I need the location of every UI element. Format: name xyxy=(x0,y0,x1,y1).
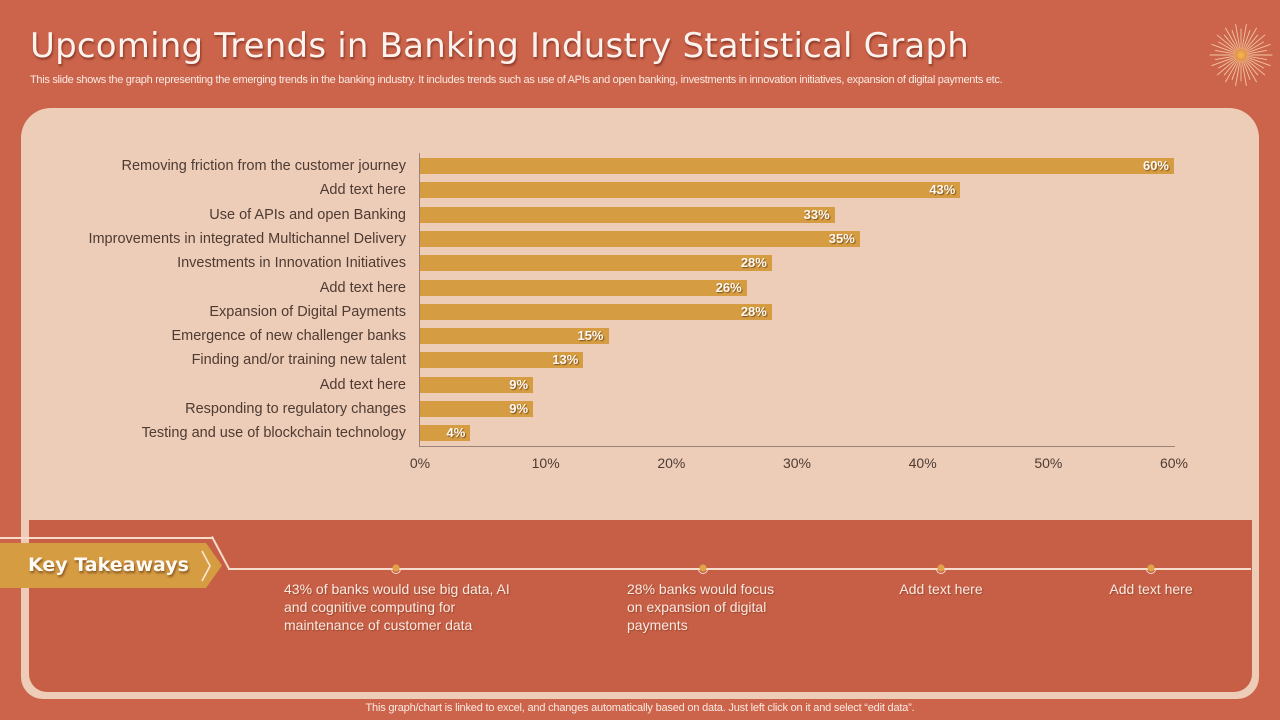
category-label: Emergence of new challenger banks xyxy=(171,328,406,345)
category-label: Add text here xyxy=(319,279,406,296)
bar-value-label: 33% xyxy=(803,206,830,222)
page-title: Upcoming Trends in Banking Industry Stat… xyxy=(30,26,969,66)
bar[interactable]: 60% xyxy=(420,158,1174,174)
bar[interactable]: 33% xyxy=(420,206,835,223)
x-tick-label: 50% xyxy=(1034,455,1063,471)
timeline-line-left xyxy=(0,537,212,539)
x-tick-label: 10% xyxy=(531,455,560,471)
timeline-line xyxy=(228,568,1251,570)
bar[interactable]: 28% xyxy=(420,255,772,272)
x-tick-label: 40% xyxy=(908,455,937,471)
key-takeaways-banner xyxy=(0,543,222,588)
timeline-dot-icon xyxy=(1146,564,1156,574)
takeaway-item-text: 28% banks would focus on expansion of di… xyxy=(627,581,775,633)
bar-value-label: 13% xyxy=(552,352,579,368)
category-label: Add text here xyxy=(319,182,406,199)
bar-value-label: 43% xyxy=(929,182,956,198)
bar-value-label: 60% xyxy=(1142,158,1169,173)
sun-burst-icon xyxy=(1209,24,1273,86)
bar-chart[interactable]: Removing friction from the customer jour… xyxy=(0,0,1280,520)
bar-value-label: 35% xyxy=(828,230,855,246)
x-tick-label: 60% xyxy=(1159,455,1189,471)
bar-value-label: 9% xyxy=(509,376,529,392)
key-takeaways-label: Key Takeaways xyxy=(28,554,189,576)
category-label: Testing and use of blockchain technology xyxy=(141,425,406,442)
bar-value-label: 15% xyxy=(577,328,604,344)
bar[interactable]: 26% xyxy=(420,279,747,296)
page-subtitle: This slide shows the graph representing … xyxy=(30,74,1003,86)
x-tick-label: 30% xyxy=(782,455,812,471)
category-label: Add text here xyxy=(319,376,406,393)
x-axis-line xyxy=(419,446,1175,447)
takeaway-item-text: Add text here xyxy=(899,581,983,597)
bar[interactable]: 13% xyxy=(420,352,584,369)
takeaway-item-text: 43% of banks would use big data, AI and … xyxy=(284,581,510,633)
category-label: Expansion of Digital Payments xyxy=(209,303,406,320)
timeline-dot-icon xyxy=(391,564,401,574)
timeline-dot-icon xyxy=(936,564,946,574)
bar-value-label: 4% xyxy=(446,425,466,441)
x-tick-label: 20% xyxy=(657,455,686,471)
bar[interactable]: 9% xyxy=(420,401,534,417)
y-axis-line xyxy=(419,153,420,447)
bar[interactable]: 9% xyxy=(420,376,534,393)
bar-value-label: 28% xyxy=(740,303,767,319)
bar-value-label: 26% xyxy=(715,279,742,295)
x-tick-label: 0% xyxy=(409,455,431,471)
footer-note: This graph/chart is linked to excel, and… xyxy=(365,702,915,714)
bar[interactable]: 35% xyxy=(420,230,860,247)
category-label: Use of APIs and open Banking xyxy=(209,206,406,223)
bar-value-label: 28% xyxy=(740,255,767,271)
bar[interactable]: 28% xyxy=(420,303,772,320)
category-label: Responding to regulatory changes xyxy=(185,401,406,417)
category-label: Improvements in integrated Multichannel … xyxy=(88,230,406,247)
bar-value-label: 9% xyxy=(509,401,529,416)
takeaway-item-text: Add text here xyxy=(1109,581,1193,597)
bar[interactable]: 43% xyxy=(420,182,961,199)
chevron-right-icon xyxy=(201,550,211,582)
timeline-dot-icon xyxy=(698,564,708,574)
bar[interactable]: 4% xyxy=(420,425,471,442)
bar[interactable]: 15% xyxy=(420,328,609,345)
category-label: Removing friction from the customer jour… xyxy=(121,158,406,174)
category-label: Investments in Innovation Initiatives xyxy=(177,255,406,272)
takeaways-panel xyxy=(29,520,1252,692)
category-label: Finding and/or training new talent xyxy=(191,352,406,369)
